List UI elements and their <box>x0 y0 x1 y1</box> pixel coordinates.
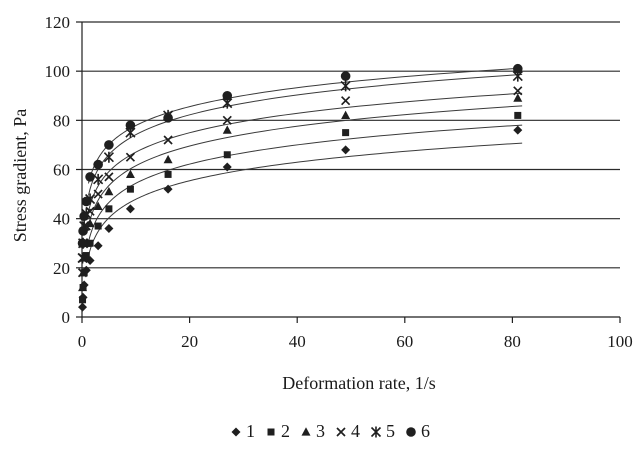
legend-item-5: 5 <box>370 421 395 441</box>
data-point-series-6 <box>340 71 351 81</box>
legend: 1 2 3 4 5 6 <box>231 421 430 441</box>
gridlines <box>82 21 620 269</box>
legend-label: 1 <box>246 421 255 441</box>
legend-item-1: 1 <box>231 421 255 441</box>
axes <box>76 21 621 323</box>
data-point-series-1 <box>125 204 135 214</box>
data-point-series-6 <box>93 159 103 170</box>
y-tick-label: 40 <box>53 210 70 229</box>
legend-item-3: 3 <box>301 421 325 441</box>
legend-label: 6 <box>421 421 430 441</box>
y-tick-label: 100 <box>45 62 71 81</box>
data-point-series-4 <box>125 152 136 162</box>
data-point-series-2 <box>223 151 231 159</box>
data-point-series-5 <box>77 252 88 264</box>
data-point-series-3 <box>78 282 88 292</box>
data-point-series-3 <box>513 93 523 102</box>
data-point-series-3 <box>104 186 114 196</box>
y-tick-label: 60 <box>53 161 70 180</box>
data-point-series-2 <box>86 239 94 247</box>
data-point-series-2 <box>164 170 172 178</box>
data-point-series-1 <box>341 145 351 155</box>
data-point-series-6 <box>125 120 136 131</box>
data-point-series-6 <box>85 172 95 182</box>
data-point-series-6 <box>222 90 233 101</box>
data-point-series-2 <box>94 222 102 230</box>
data-point-series-4 <box>77 268 88 278</box>
y-tick-label: 120 <box>45 13 71 32</box>
trendline-series-6 <box>87 67 523 184</box>
data-point-series-4 <box>513 86 523 96</box>
data-point-series-5 <box>340 80 351 92</box>
trendline-series-3 <box>87 105 523 227</box>
data-point-series-2 <box>79 296 87 304</box>
data-point-series-4 <box>222 115 232 125</box>
data-point-series-6 <box>163 113 173 123</box>
data-point-series-1 <box>513 125 523 135</box>
trendline-series-1 <box>87 142 523 257</box>
data-point-series-5 <box>93 173 104 185</box>
data-point-series-3 <box>222 125 232 134</box>
x-axis-title: Deformation rate, 1/s <box>282 373 435 393</box>
legend-label: 4 <box>351 421 360 441</box>
data-point-series-4 <box>104 172 114 182</box>
trendline-series-2 <box>87 124 523 243</box>
data-point-series-1 <box>222 162 232 172</box>
y-axis-title: Stress gradient, Pa <box>10 109 30 242</box>
data-point-series-6 <box>78 226 88 236</box>
data-point-series-1 <box>104 224 114 233</box>
data-point-series-6 <box>79 211 89 222</box>
data-point-series-4 <box>163 135 173 145</box>
legend-item-6: 6 <box>406 421 430 441</box>
y-tick-label: 0 <box>62 308 71 327</box>
y-tick-label: 80 <box>53 111 70 130</box>
x-tick-label: 80 <box>504 332 521 351</box>
data-point-series-2 <box>514 111 522 119</box>
legend-marker-3 <box>301 427 311 436</box>
data-point-series-6 <box>81 196 92 207</box>
trendline-series-4 <box>87 92 523 212</box>
legend-marker-2 <box>267 428 275 436</box>
legend-item-2: 2 <box>267 421 290 441</box>
trendline-series-5 <box>87 73 523 196</box>
legend-marker-6 <box>406 427 416 437</box>
data-point-series-3 <box>341 110 351 120</box>
x-tick-label: 0 <box>78 332 87 351</box>
tick-labels: 0 20 40 60 80 100 120 0 20 40 60 80 100 <box>45 13 633 351</box>
legend-label: 2 <box>281 421 290 441</box>
data-point-series-6 <box>77 238 88 249</box>
x-tick-label: 20 <box>181 332 198 351</box>
legend-label: 5 <box>386 421 395 441</box>
legend-marker-1 <box>231 427 241 437</box>
y-tick-label: 20 <box>53 259 70 278</box>
data-point-series-1 <box>163 184 173 194</box>
data-point-series-2 <box>105 205 113 213</box>
x-tick-label: 40 <box>289 332 306 351</box>
legend-marker-5 <box>370 426 382 438</box>
data-point-series-2 <box>342 129 350 137</box>
data-point-series-4 <box>341 96 351 106</box>
data-point-series-3 <box>163 154 173 164</box>
data-point-series-1 <box>93 241 103 251</box>
data-point-series-4 <box>93 189 103 199</box>
data-point-series-2 <box>126 185 134 193</box>
legend-label: 3 <box>316 421 325 441</box>
data-point-series-3 <box>125 169 135 179</box>
trendlines <box>87 67 523 257</box>
data-point-series-3 <box>93 201 103 210</box>
legend-item-4: 4 <box>336 421 360 441</box>
x-tick-label: 100 <box>607 332 633 351</box>
x-tick-label: 60 <box>396 332 413 351</box>
data-point-series-1 <box>78 302 88 312</box>
data-point-series-6 <box>104 140 114 150</box>
data-point-series-6 <box>512 63 523 74</box>
data-markers <box>77 63 523 312</box>
data-point-series-5 <box>103 151 114 163</box>
legend-marker-4 <box>336 427 346 437</box>
